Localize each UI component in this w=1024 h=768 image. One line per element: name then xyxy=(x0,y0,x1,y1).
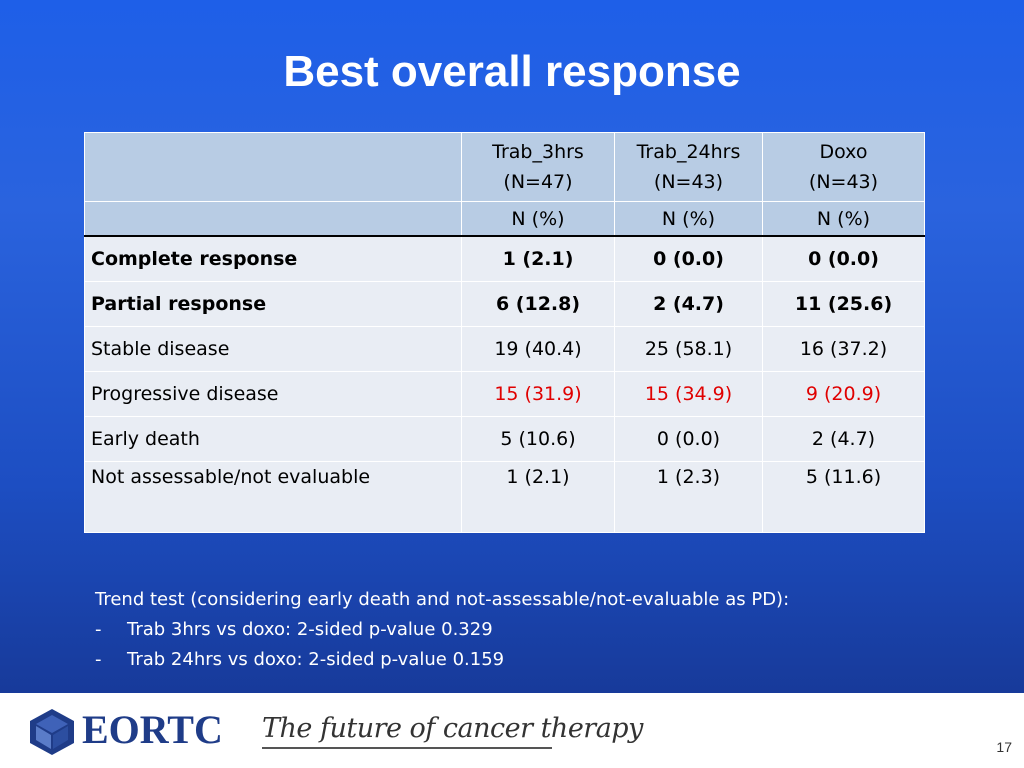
row-label: Progressive disease xyxy=(84,371,462,417)
value-cell-highlighted: 15 (34.9) xyxy=(614,371,763,417)
table-row-early-death: Early death 5 (10.6) 0 (0.0) 2 (4.7) xyxy=(84,416,925,462)
value-cell: 5 (10.6) xyxy=(461,416,615,462)
value-cell: 5 (11.6) xyxy=(762,461,925,533)
eortc-logo-text: EORTC xyxy=(82,707,223,752)
trend-bullet: - Trab 3hrs vs doxo: 2-sided p-value 0.3… xyxy=(95,615,789,645)
row-label: Complete response xyxy=(84,235,462,282)
table-row-progressive-disease: Progressive disease 15 (31.9) 15 (34.9) … xyxy=(84,371,925,417)
trend-test-notes: Trend test (considering early death and … xyxy=(95,585,789,675)
table-row-complete-response: Complete response 1 (2.1) 0 (0.0) 0 (0.0… xyxy=(84,235,925,282)
unit-cell: N (%) xyxy=(762,201,925,237)
column-name: Trab_3hrs xyxy=(492,141,584,163)
unit-cell: N (%) xyxy=(614,201,763,237)
value-cell: 11 (25.6) xyxy=(762,281,925,327)
header-trab-24hrs: Trab_24hrs (N=43) xyxy=(614,132,763,202)
value-cell: 25 (58.1) xyxy=(614,326,763,372)
value-cell: 1 (2.1) xyxy=(461,235,615,282)
table-row-stable-disease: Stable disease 19 (40.4) 25 (58.1) 16 (3… xyxy=(84,326,925,372)
table-row-not-assessable: Not assessable/not evaluable 1 (2.1) 1 (… xyxy=(84,461,925,533)
value-cell: 0 (0.0) xyxy=(614,235,763,282)
slide-title: Best overall response xyxy=(283,47,741,96)
response-table: Trab_3hrs (N=47) Trab_24hrs (N=43) Doxo … xyxy=(84,132,925,533)
column-n: (N=47) xyxy=(503,171,573,193)
table-unit-row: N (%) N (%) N (%) xyxy=(84,201,925,237)
value-cell: 2 (4.7) xyxy=(614,281,763,327)
value-cell: 0 (0.0) xyxy=(614,416,763,462)
value-cell: 0 (0.0) xyxy=(762,235,925,282)
page-number: 17 xyxy=(996,739,1012,755)
table-header-row: Trab_3hrs (N=47) Trab_24hrs (N=43) Doxo … xyxy=(84,132,925,202)
unit-empty-cell xyxy=(84,201,462,237)
bullet-text: Trab 3hrs vs doxo: 2-sided p-value 0.329 xyxy=(127,619,493,640)
table-row-partial-response: Partial response 6 (12.8) 2 (4.7) 11 (25… xyxy=(84,281,925,327)
value-cell: 6 (12.8) xyxy=(461,281,615,327)
slide-footer: EORTC The future of cancer therapy 17 xyxy=(0,693,1024,768)
value-cell-highlighted: 15 (31.9) xyxy=(461,371,615,417)
bullet-dash: - xyxy=(95,649,102,670)
tagline-underline xyxy=(262,747,552,749)
footer-tagline: The future of cancer therapy xyxy=(262,713,643,744)
bullet-text: Trab 24hrs vs doxo: 2-sided p-value 0.15… xyxy=(127,649,505,670)
bullet-dash: - xyxy=(95,619,102,640)
value-cell: 16 (37.2) xyxy=(762,326,925,372)
row-label: Not assessable/not evaluable xyxy=(84,461,462,533)
row-label: Early death xyxy=(84,416,462,462)
value-cell: 1 (2.1) xyxy=(461,461,615,533)
column-n: (N=43) xyxy=(808,171,879,193)
column-name: Doxo xyxy=(819,141,868,163)
unit-cell: N (%) xyxy=(461,201,615,237)
eortc-logo-icon xyxy=(30,709,74,755)
column-n: (N=43) xyxy=(653,171,724,193)
header-empty-cell xyxy=(84,132,462,202)
trend-bullet: - Trab 24hrs vs doxo: 2-sided p-value 0.… xyxy=(95,645,789,675)
value-cell: 19 (40.4) xyxy=(461,326,615,372)
header-trab-3hrs: Trab_3hrs (N=47) xyxy=(461,132,615,202)
header-doxo: Doxo (N=43) xyxy=(762,132,925,202)
row-label: Stable disease xyxy=(84,326,462,372)
row-label: Partial response xyxy=(84,281,462,327)
value-cell-highlighted: 9 (20.9) xyxy=(762,371,925,417)
trend-intro: Trend test (considering early death and … xyxy=(95,589,790,610)
value-cell: 2 (4.7) xyxy=(762,416,925,462)
column-name: Trab_24hrs xyxy=(636,141,741,163)
value-cell: 1 (2.3) xyxy=(614,461,763,533)
